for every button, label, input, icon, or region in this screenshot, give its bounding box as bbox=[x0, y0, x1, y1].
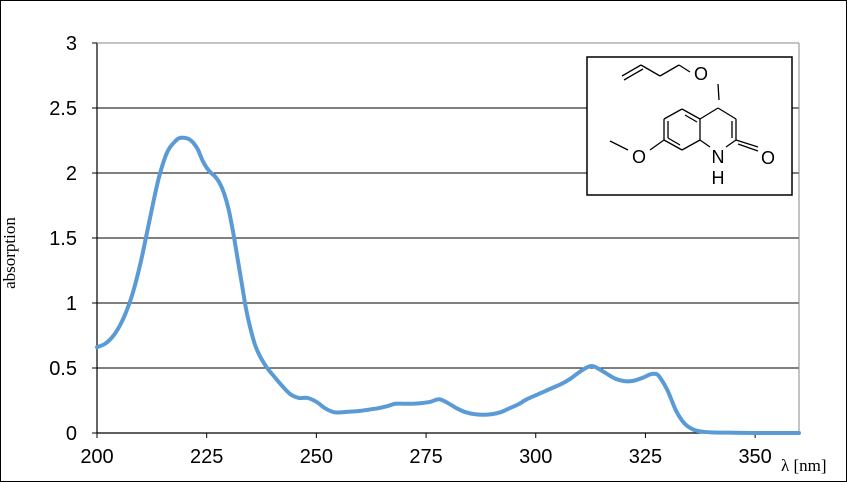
y-axis-label: absorption bbox=[0, 217, 19, 289]
y-tick-label-4: 2 bbox=[66, 163, 77, 185]
y-tick-label-3: 1.5 bbox=[49, 228, 77, 250]
y-tick-label-5: 2.5 bbox=[49, 98, 77, 120]
y-tick-labels: 0 0.5 1 1.5 2 2.5 3 bbox=[49, 33, 97, 445]
atom-label-o-methoxy: O bbox=[632, 147, 646, 167]
y-tick-label-0: 0 bbox=[66, 423, 77, 445]
atom-label-o-carbonyl: O bbox=[761, 148, 775, 168]
atom-label-n: N bbox=[712, 147, 725, 167]
molecule-inset: O O O N H bbox=[586, 56, 793, 196]
y-tick-label-6: 3 bbox=[66, 33, 77, 55]
atom-label-o-ether: O bbox=[694, 64, 708, 84]
x-axis-label: λ [nm] bbox=[781, 456, 827, 475]
y-tick-label-2: 1 bbox=[66, 293, 77, 315]
series-line-0 bbox=[95, 135, 801, 436]
molecule-bonds bbox=[609, 64, 759, 152]
x-tick-label-5: 325 bbox=[629, 446, 662, 468]
o-label-bg bbox=[692, 63, 710, 85]
x-tick-label-4: 300 bbox=[519, 446, 552, 468]
x-tick-labels: 200 225 250 275 300 325 350 bbox=[80, 433, 772, 468]
series-group bbox=[95, 135, 801, 436]
x-tick-label-6: 350 bbox=[738, 446, 771, 468]
x-tick-label-2: 250 bbox=[300, 446, 333, 468]
molecule-box bbox=[586, 56, 793, 196]
x-tick-label-1: 225 bbox=[190, 446, 223, 468]
y-tick-label-1: 0.5 bbox=[49, 358, 77, 380]
atom-label-h: H bbox=[712, 168, 725, 188]
x-tick-label-0: 200 bbox=[80, 446, 113, 468]
x-tick-label-3: 275 bbox=[409, 446, 442, 468]
